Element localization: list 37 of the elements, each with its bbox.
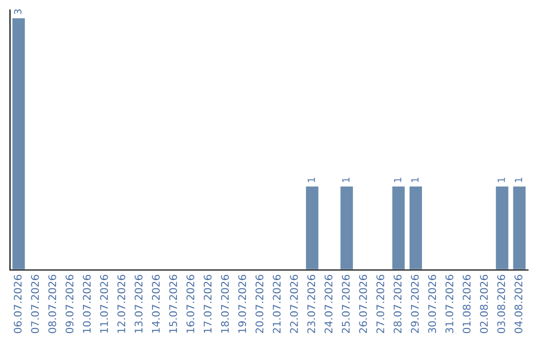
data-label: 1 [394,178,402,182]
x-tick-label: 28.07.2026 [394,274,402,334]
x-tick-label: 08.07.2026 [48,274,56,334]
x-tick-label: 19.07.2026 [238,274,246,333]
x-tick-label: 10.07.2026 [82,274,91,333]
data-label: 1 [342,178,350,182]
x-tick-label: 06.07.2026 [14,274,22,334]
x-tick-label: 26.07.2026 [359,274,367,334]
x-tick-label: 27.07.2026 [376,274,384,334]
data-label: 1 [308,178,315,182]
x-tick-label: 03.08.2026 [497,274,506,334]
data-label: 3 [14,9,22,14]
x-tick-label: 16.07.2026 [186,274,194,333]
x-tick-label: 04.08.2026 [514,274,522,334]
x-tick-label: 01.08.2026 [462,274,471,334]
x-tick-label: 23.07.2026 [307,274,316,334]
x-tick-label: 13.07.2026 [134,274,143,333]
data-label: 1 [411,178,418,182]
data-label: 1 [514,178,522,182]
x-tick-label: 09.07.2026 [66,274,74,334]
x-tick-label: 24.07.2026 [324,274,332,334]
x-tick-label: 25.07.2026 [342,274,350,334]
x-tick-label: 12.07.2026 [117,274,126,333]
x-tick-label: 14.07.2026 [152,274,160,333]
x-tick-label: 20.07.2026 [256,274,264,334]
x-tick-label: 29.07.2026 [410,274,419,334]
x-tick-label: 15.07.2026 [169,274,178,333]
x-tick-label: 11.07.2026 [100,274,108,333]
x-tick-label: 18.07.2026 [220,274,229,333]
x-tick-label: 02.08.2026 [480,274,488,334]
data-label: 1 [498,178,505,182]
x-tick-label: 07.07.2026 [31,274,39,334]
x-tick-label: 30.07.2026 [428,274,436,334]
x-tick-label: 22.07.2026 [290,274,298,334]
x-tick-label: 21.07.2026 [272,274,281,334]
x-tick-label: 17.07.2026 [204,274,212,333]
x-tick-label: 31.07.2026 [445,274,454,334]
